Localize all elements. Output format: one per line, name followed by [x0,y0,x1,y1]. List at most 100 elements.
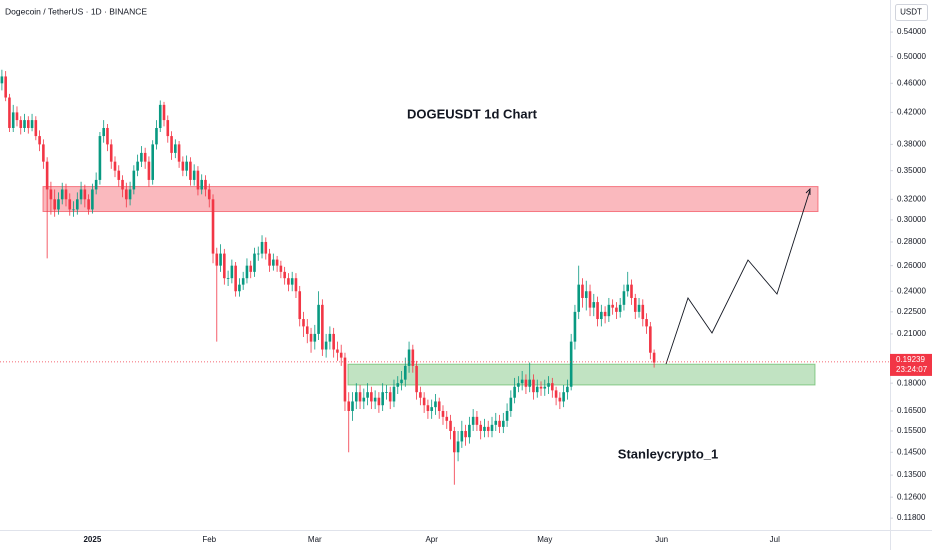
candle-body [479,424,482,431]
candle-body [377,397,381,406]
candle-body [155,127,158,145]
y-tick-label: 0.38000 [897,139,926,148]
candle-body [211,199,215,254]
x-tick-label: Feb [202,535,216,544]
candle-body [419,392,422,398]
y-tick-label: 0.13500 [897,470,926,479]
candle-body [426,405,430,411]
candle-body [136,161,139,171]
candle-body [91,189,94,210]
y-tick-label: 0.30000 [897,215,926,224]
candle-body [287,278,290,285]
candle-body [347,401,351,411]
candle-body [324,341,328,350]
candle-body [437,401,441,411]
candle-body [600,311,603,320]
candle-body [630,284,633,298]
candle-body [290,278,294,285]
candle-body [309,333,313,342]
candle-body [83,189,87,200]
candle-body [215,253,219,266]
candle-body [381,392,384,406]
x-tick-label: Jul [770,535,780,544]
candle-body [200,179,204,190]
candle-body [181,161,185,171]
candle-body [509,397,513,411]
x-tick-label: May [537,535,552,544]
candle-body [633,297,637,312]
candle-body [15,112,19,121]
candle-body [460,430,464,442]
y-tick-label: 0.28000 [897,237,926,246]
candle-body [468,424,471,438]
y-tick-label: 0.14500 [897,447,926,456]
candle-body [117,170,121,180]
candle-body [275,259,279,266]
candle-body [26,120,30,128]
candle-body [79,189,83,200]
candle-body [298,291,302,320]
candle-body [42,144,45,162]
candle-body [618,304,622,312]
candle-body [505,410,509,421]
candle-body [422,397,426,406]
candle-body [4,76,7,98]
candle-body [207,189,211,200]
candle-body [566,386,569,393]
candle-body [264,241,268,254]
candle-body [57,199,60,210]
candle-body [456,441,460,453]
candle-body [268,253,271,266]
candle-body [373,397,377,402]
candle-body [343,357,347,402]
candle-body [245,265,249,279]
candle-body [23,120,26,128]
candle-body [279,265,283,272]
candle-body [125,189,128,200]
candle-body [174,144,177,153]
candle-body [645,319,648,327]
candle-body [641,304,645,320]
candle-body [494,420,498,425]
last-price-label: 0.19239 [896,355,925,364]
currency-box[interactable] [895,4,928,21]
x-tick-label: Jun [655,535,668,544]
candle-body [388,392,392,402]
y-tick-label: 0.26000 [897,261,926,270]
candle-body [94,179,98,190]
candle-body [19,120,23,128]
candle-body [649,326,652,353]
candle-body [502,420,505,427]
candle-body [260,241,264,254]
countdown-label: 23:24:07 [896,365,928,374]
candle-body [87,199,90,210]
candle-body [72,209,75,211]
candle-body [603,311,607,317]
candle-body [147,161,151,180]
candle-body [407,349,411,366]
candle-body [453,430,456,453]
candle-body [166,120,170,137]
candle-body [366,392,369,398]
candle-body [38,136,41,145]
x-tick-label: 2025 [83,535,101,544]
candle-body [106,127,109,145]
y-tick-label: 0.18000 [897,378,926,387]
candle-body [615,307,618,312]
candle-body [53,199,56,210]
candle-body [539,386,543,389]
candle-body [60,189,64,200]
x-tick-label: Mar [308,535,322,544]
candle-body [332,333,335,350]
candle-body [622,291,626,305]
candle-body [592,302,596,308]
candle-body [554,390,558,398]
candle-body [569,341,573,387]
candle-body [584,291,588,298]
projection-arrowhead [805,187,811,195]
candle-body [234,265,237,292]
chart-title: DOGEUSDT 1d Chart [407,106,538,121]
candle-body [177,144,181,162]
candle-body [547,383,550,387]
